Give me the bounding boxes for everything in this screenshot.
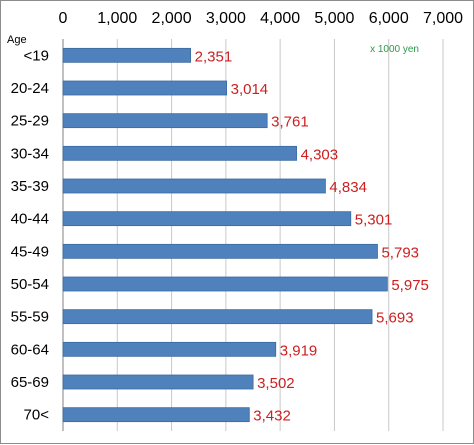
data-label: 4,303 — [301, 146, 339, 163]
category-labels: <19 20-24 25-29 30-34 35-39 40-44 45-49 50-54 55… — [11, 47, 50, 423]
bar — [62, 211, 352, 227]
x-tick-label: 6,000 — [369, 10, 409, 27]
category-label: 65-69 — [11, 374, 49, 391]
category-label: 55-59 — [11, 309, 49, 326]
category-label: 70< — [24, 407, 50, 424]
bar — [62, 80, 228, 96]
data-label: 3,502 — [257, 375, 295, 392]
data-label: 5,301 — [355, 212, 393, 229]
x-tick-label: 5,000 — [314, 10, 354, 27]
category-label: <19 — [24, 47, 49, 64]
x-tick-label: 2,000 — [152, 10, 192, 27]
category-label: 40-44 — [11, 211, 49, 228]
bar — [62, 374, 254, 390]
bar — [62, 47, 192, 63]
data-label: 3,014 — [231, 81, 269, 98]
bar — [62, 341, 277, 357]
data-label: 2,351 — [195, 48, 233, 65]
category-label: 20-24 — [11, 80, 49, 97]
unit-note: x 1000 yen — [370, 44, 419, 55]
y-axis-title: Age — [7, 34, 27, 46]
data-label: 5,693 — [376, 310, 414, 327]
x-tick-label: 0 — [59, 10, 68, 27]
category-label: 25-29 — [11, 113, 49, 130]
bar — [62, 113, 268, 129]
category-label: 50-54 — [11, 276, 49, 293]
bar — [62, 309, 373, 325]
x-tick-label: 4,000 — [260, 10, 300, 27]
data-label: 5,975 — [391, 277, 429, 294]
data-label: 3,919 — [280, 342, 318, 359]
x-tick-labels: 0 1,000 2,000 3,000 4,000 5,000 6,000 7,000 — [59, 10, 464, 27]
data-label: 3,761 — [271, 114, 309, 131]
bar — [62, 243, 378, 259]
x-tick-label: 1,000 — [97, 10, 137, 27]
data-label: 3,432 — [253, 408, 291, 425]
bar — [62, 178, 326, 194]
bar — [62, 276, 388, 292]
category-label: 35-39 — [11, 178, 49, 195]
bar — [62, 145, 297, 161]
x-tick-label: 7,000 — [423, 10, 463, 27]
x-tick-label: 3,000 — [206, 10, 246, 27]
category-label: 60-64 — [11, 341, 49, 358]
bars — [62, 47, 388, 423]
category-label: 45-49 — [11, 243, 49, 260]
bar — [62, 407, 250, 423]
category-label: 30-34 — [11, 145, 49, 162]
gridlines — [62, 39, 444, 431]
data-label: 5,793 — [381, 244, 419, 261]
data-label: 4,834 — [329, 179, 367, 196]
